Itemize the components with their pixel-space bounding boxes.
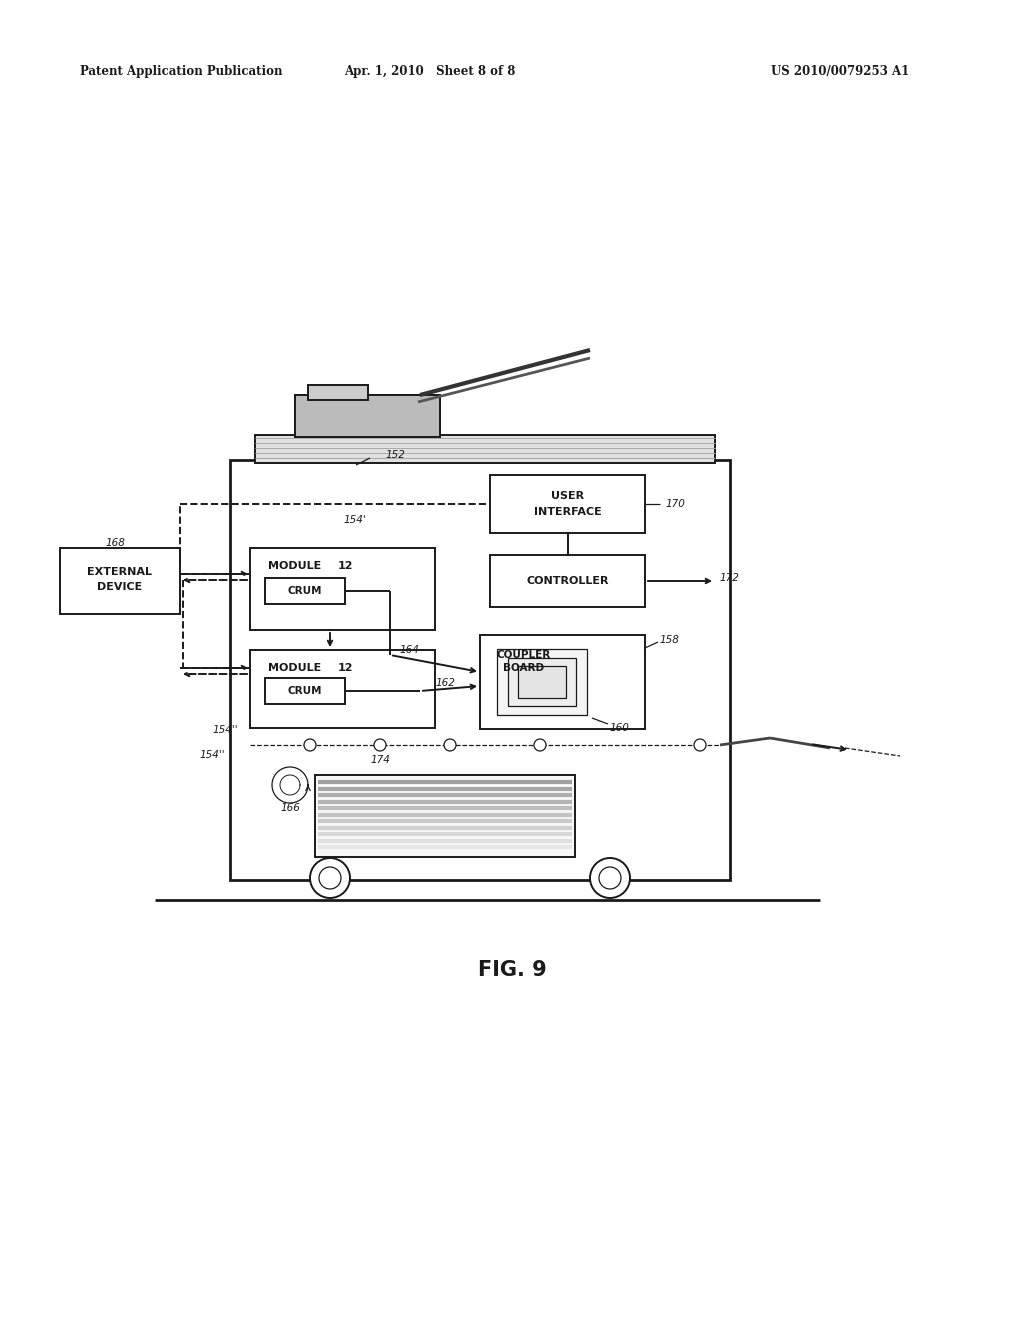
Bar (295, 395, 440, 437)
Bar (265, 578, 345, 605)
Text: 172: 172 (720, 573, 740, 583)
Circle shape (694, 739, 706, 751)
Text: CRUM: CRUM (288, 686, 323, 696)
Text: 162: 162 (435, 678, 455, 688)
Text: 174: 174 (370, 755, 390, 766)
Text: 166: 166 (280, 803, 300, 813)
Bar (265, 678, 345, 704)
Text: COUPLER: COUPLER (497, 649, 551, 660)
Text: EXTERNAL: EXTERNAL (87, 568, 153, 577)
Circle shape (590, 858, 630, 898)
Text: CRUM: CRUM (288, 586, 323, 597)
Circle shape (599, 867, 621, 888)
Text: US 2010/0079253 A1: US 2010/0079253 A1 (771, 66, 909, 78)
Text: 154'': 154'' (212, 725, 238, 735)
Text: INTERFACE: INTERFACE (535, 507, 602, 517)
Bar (518, 667, 566, 698)
Circle shape (310, 858, 350, 898)
Circle shape (304, 739, 316, 751)
Circle shape (374, 739, 386, 751)
Text: 168: 168 (105, 539, 125, 548)
Text: Patent Application Publication: Patent Application Publication (80, 66, 283, 78)
Text: CONTROLLER: CONTROLLER (526, 576, 609, 586)
Text: 164: 164 (400, 645, 420, 655)
Text: FIG. 9: FIG. 9 (477, 960, 547, 979)
Text: 12: 12 (337, 561, 352, 572)
Bar (308, 385, 368, 400)
Bar (295, 395, 440, 437)
Bar (490, 554, 645, 607)
Text: 158: 158 (660, 635, 680, 645)
Text: 170: 170 (665, 499, 685, 510)
Text: 152: 152 (385, 450, 404, 459)
Text: BOARD: BOARD (504, 663, 545, 673)
Bar (255, 436, 715, 463)
Bar (490, 475, 645, 533)
Text: DEVICE: DEVICE (97, 582, 142, 591)
Bar (250, 649, 435, 729)
Text: MODULE: MODULE (268, 561, 322, 572)
Bar (250, 548, 435, 630)
Text: 160: 160 (610, 723, 630, 733)
Circle shape (319, 867, 341, 888)
Text: 12: 12 (337, 663, 352, 673)
Text: 154'': 154'' (200, 750, 225, 760)
Text: 154': 154' (344, 515, 367, 525)
Bar (508, 657, 575, 706)
Bar (497, 649, 587, 715)
Bar (480, 635, 645, 729)
Bar (60, 548, 180, 614)
Text: Apr. 1, 2010   Sheet 8 of 8: Apr. 1, 2010 Sheet 8 of 8 (344, 66, 516, 78)
Bar (315, 775, 575, 857)
Text: USER: USER (552, 491, 585, 502)
Circle shape (534, 739, 546, 751)
Circle shape (444, 739, 456, 751)
Bar (230, 459, 730, 880)
Text: MODULE: MODULE (268, 663, 322, 673)
